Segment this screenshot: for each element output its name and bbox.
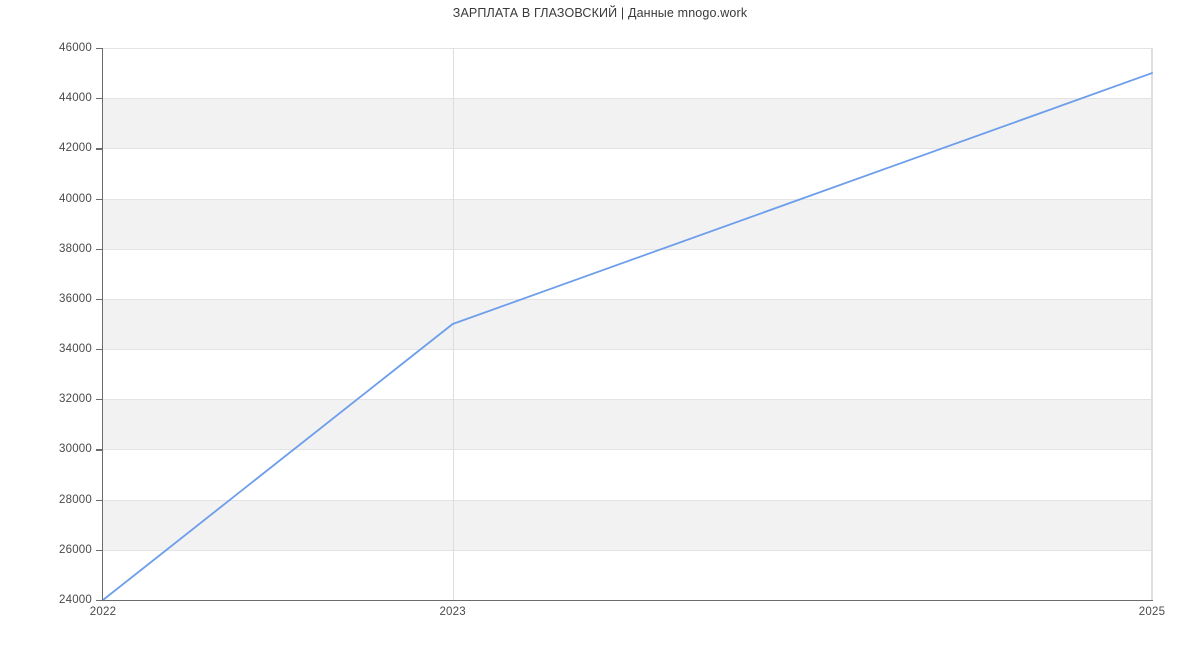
y-tick-mark [96, 48, 103, 50]
gridline-horizontal [103, 499, 1152, 501]
gridline-horizontal [103, 449, 1152, 451]
gridline-horizontal [103, 399, 1152, 401]
y-tick-mark [96, 600, 103, 602]
gridline-horizontal [103, 248, 1152, 250]
gridline-horizontal [103, 549, 1152, 551]
y-band [103, 298, 1152, 350]
x-axis-line [103, 600, 1153, 602]
chart-title: ЗАРПЛАТА В ГЛАЗОВСКИЙ | Данные mnogo.wor… [452, 6, 748, 20]
y-band [103, 349, 1152, 400]
y-tick-label: 24000 [59, 594, 92, 606]
y-band [103, 449, 1152, 500]
y-tick-mark [96, 98, 103, 100]
y-tick-mark [96, 349, 103, 351]
y-tick-label: 46000 [59, 42, 92, 54]
gridline-horizontal [103, 48, 1152, 49]
gridline-horizontal [103, 198, 1152, 200]
x-tick-label: 2022 [89, 606, 117, 618]
y-band [103, 48, 1152, 99]
y-tick-mark [96, 148, 103, 150]
y-tick-label: 30000 [59, 443, 92, 456]
plot-area [102, 48, 1153, 601]
y-band [103, 499, 1152, 550]
x-tick-label: 2023 [439, 606, 466, 618]
gridline-vertical [1152, 48, 1153, 600]
gridline-horizontal [103, 148, 1152, 150]
y-tick-label: 36000 [59, 292, 92, 305]
y-tick-label: 34000 [59, 343, 92, 356]
gridline-horizontal [103, 349, 1152, 351]
plot-right-border [1151, 48, 1152, 600]
series-layer [102, 72, 1153, 601]
gridline-horizontal [103, 98, 1152, 100]
y-band [103, 198, 1152, 249]
y-band [103, 98, 1152, 149]
y-tick-label: 40000 [59, 192, 92, 205]
y-tick-mark [96, 399, 103, 401]
y-tick-label: 32000 [59, 393, 92, 406]
y-band [103, 148, 1152, 199]
y-tick-label: 44000 [59, 92, 92, 105]
y-tick-label: 38000 [59, 242, 92, 255]
y-tick-label: 42000 [59, 142, 92, 155]
y-tick-mark [96, 449, 103, 451]
y-tick-mark [96, 298, 103, 301]
y-tick-label: 28000 [59, 493, 92, 506]
y-tick-label: 26000 [59, 543, 92, 556]
y-axis-line [102, 48, 104, 601]
y-band [103, 248, 1152, 299]
y-tick-mark [96, 248, 103, 250]
series-line-salary [102, 72, 1153, 601]
y-tick-mark [96, 198, 103, 200]
gridline-horizontal [103, 298, 1152, 300]
y-band [103, 549, 1152, 600]
y-tick-mark [96, 499, 103, 501]
y-tick-mark [96, 549, 103, 551]
y-band [103, 399, 1152, 450]
x-tick-label: 2025 [1138, 606, 1166, 618]
